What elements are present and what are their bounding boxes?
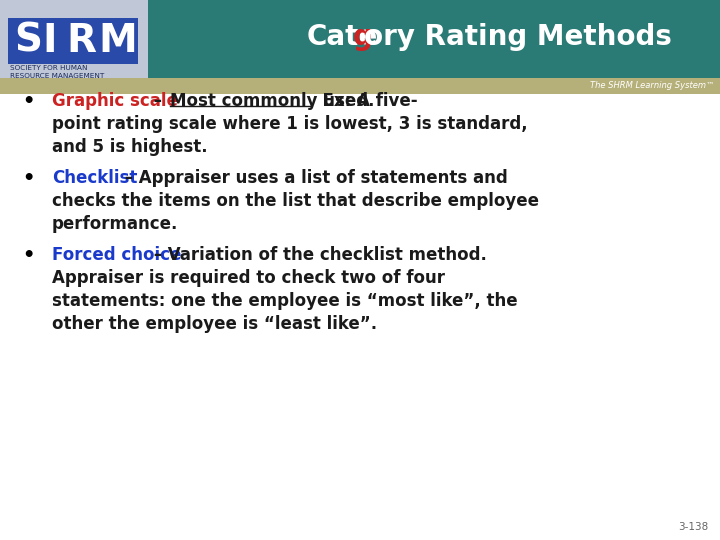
Text: The SHRM Learning System™: The SHRM Learning System™: [590, 82, 714, 91]
Text: •: •: [22, 246, 35, 265]
Text: •: •: [22, 92, 35, 111]
Bar: [0, 0, 720, 78]
Text: – Variation of the checklist method.: – Variation of the checklist method.: [148, 246, 487, 264]
Text: Cate: Cate: [307, 23, 378, 51]
Bar: [0, 78, 720, 94]
Text: – Appraiser uses a list of statements and: – Appraiser uses a list of statements an…: [119, 169, 508, 187]
Text: 3-138: 3-138: [678, 522, 708, 532]
Text: g: g: [353, 23, 373, 51]
Text: statements: one the employee is “most like”, the: statements: one the employee is “most li…: [52, 292, 518, 310]
Text: S: S: [14, 22, 42, 60]
Text: –: –: [148, 92, 168, 110]
Text: checks the items on the list that describe employee: checks the items on the list that descri…: [52, 192, 539, 210]
Text: other the employee is “least like”.: other the employee is “least like”.: [52, 315, 377, 333]
Text: Ex: A five-: Ex: A five-: [311, 92, 418, 110]
Text: Forced choice: Forced choice: [52, 246, 181, 264]
Text: M: M: [98, 22, 137, 60]
Text: Most commonly used.: Most commonly used.: [171, 92, 375, 110]
Text: I: I: [42, 22, 56, 60]
Text: point rating scale where 1 is lowest, 3 is standard,: point rating scale where 1 is lowest, 3 …: [52, 115, 528, 133]
Bar: [0, 0, 148, 78]
Text: SOCIETY FOR HUMAN: SOCIETY FOR HUMAN: [10, 65, 88, 71]
Text: ory Rating Methods: ory Rating Methods: [364, 23, 672, 51]
Bar: [8, 18, 138, 64]
Text: •: •: [22, 169, 35, 188]
Text: RESOURCE MANAGEMENT: RESOURCE MANAGEMENT: [10, 73, 104, 79]
Text: Graphic scale: Graphic scale: [52, 92, 178, 110]
Text: and 5 is highest.: and 5 is highest.: [52, 138, 207, 156]
Text: Appraiser is required to check two of four: Appraiser is required to check two of fo…: [52, 269, 445, 287]
Text: R: R: [66, 22, 96, 60]
Text: Checklist: Checklist: [52, 169, 138, 187]
Text: performance.: performance.: [52, 215, 179, 233]
